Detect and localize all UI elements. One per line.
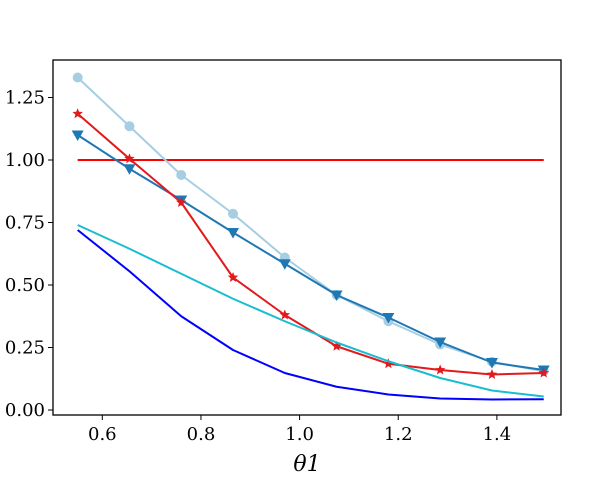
data-point [71,130,84,141]
data-point [124,153,135,164]
series-2 [71,130,550,376]
data-point [434,364,446,375]
y-tick-label: 0.25 [5,338,45,359]
data-point [278,259,291,270]
y-tick-label: 0.00 [5,400,45,421]
x-tick-label: 1.0 [285,424,314,445]
plot-frame [52,59,562,416]
data-point [382,313,395,324]
data-point [486,369,498,379]
data-point [228,208,239,219]
data-point [227,272,239,282]
y-tick-label: 0.75 [5,213,45,234]
data-point [538,367,549,378]
x-tick-label: 0.6 [88,424,117,445]
data-point [485,358,498,369]
series-line [76,76,544,373]
data-point [383,358,394,369]
x-axis-title: θ1 [293,452,320,477]
series-line [77,134,544,371]
y-tick-label: 1.25 [5,88,45,109]
data-point [72,72,83,83]
series-line [77,112,544,376]
y-tick-label: 1.00 [5,150,45,171]
series-line [77,224,544,398]
series-3 [72,108,549,379]
data-point [331,340,342,351]
x-tick-label: 1.2 [384,424,413,445]
x-tick-label: 0.8 [187,424,216,445]
data-point [176,170,187,180]
data-point [330,290,343,301]
data-point [434,337,447,348]
series-line [77,229,544,401]
x-tick-label: 1.4 [483,424,512,445]
data-point [124,121,135,132]
axes-layer: 0.6 0.8 1.0 1.2 1.4 0.00 0.25 0.50 0.75 1.00 1.25 [5,88,511,446]
series-layer [71,72,550,401]
data-point [72,108,83,119]
series-5 [77,229,544,401]
data-point [123,164,136,175]
data-point [279,309,291,320]
series-4 [77,224,544,398]
data-point [176,197,187,207]
y-tick-label: 0.50 [5,275,45,296]
data-point [227,228,240,239]
